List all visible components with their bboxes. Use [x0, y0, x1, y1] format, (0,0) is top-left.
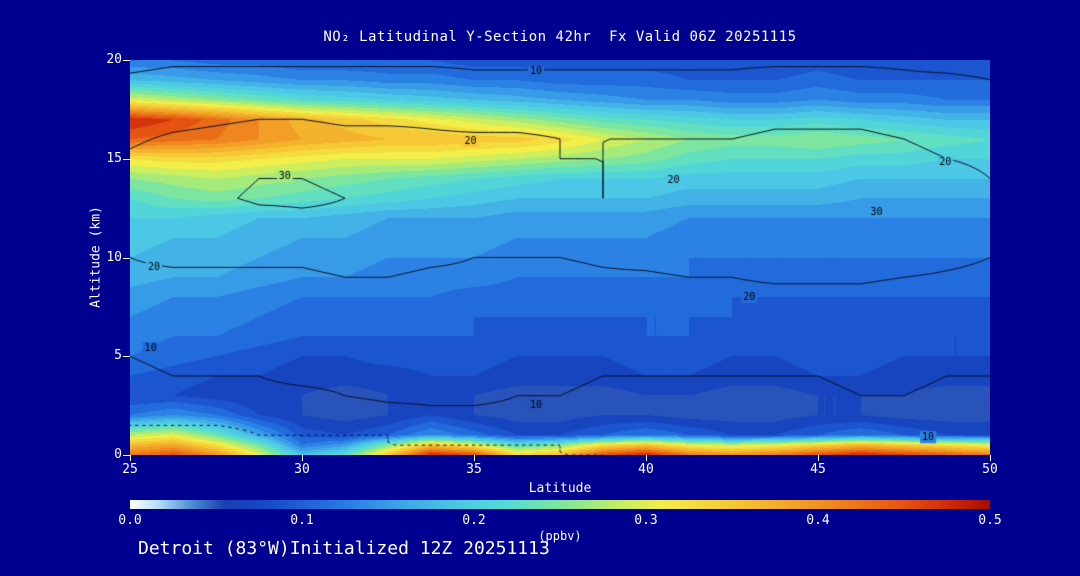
- x-tick-label: 40: [638, 462, 654, 477]
- colorbar-canvas: [130, 500, 990, 509]
- x-tick-label: 30: [294, 462, 310, 477]
- y-tick-label: 20: [106, 52, 122, 67]
- y-axis-tick-mark: [123, 60, 130, 61]
- x-tick-label: 25: [122, 462, 138, 477]
- x-axis-tick-mark: [474, 455, 475, 461]
- y-axis-tick-mark: [123, 158, 130, 160]
- station-init-label: Detroit (83°W)Initialized 12Z 20251113: [138, 538, 550, 559]
- colorbar-tick-label: 0.5: [978, 513, 1002, 528]
- x-axis-label: Latitude: [528, 481, 592, 496]
- colorbar-units-label: (ppbv): [538, 529, 582, 543]
- x-tick-label: 50: [982, 462, 998, 477]
- colorbar-tick-label: 0.4: [806, 513, 830, 528]
- y-tick-label: 0: [114, 447, 122, 462]
- y-tick-label: 15: [106, 150, 122, 166]
- y-axis-tick-mark: [123, 455, 130, 456]
- colorbar-tick-label: 0.0: [118, 513, 142, 528]
- x-axis-tick-mark: [302, 455, 303, 461]
- x-axis-tick-mark: [130, 455, 131, 461]
- x-axis-tick-mark: [818, 455, 819, 461]
- x-tick-label: 35: [466, 462, 482, 477]
- y-axis-tick-mark: [123, 356, 130, 358]
- colorbar-tick-label: 0.2: [462, 513, 486, 528]
- y-axis-label: Altitude (km): [88, 206, 104, 308]
- contour-plot-canvas: [130, 60, 990, 455]
- x-axis-tick-mark: [646, 455, 647, 461]
- y-tick-label: 5: [114, 348, 122, 364]
- x-tick-label: 45: [810, 462, 826, 477]
- colorbar-tick-label: 0.3: [634, 513, 658, 528]
- chart-title: NO₂ Latitudinal Y-Section 42hr Fx Valid …: [323, 29, 797, 45]
- y-axis-tick-mark: [123, 257, 130, 259]
- x-axis-tick-mark: [990, 455, 991, 461]
- colorbar-tick-label: 0.1: [290, 513, 314, 528]
